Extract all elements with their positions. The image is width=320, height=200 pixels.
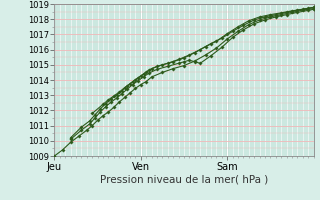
X-axis label: Pression niveau de la mer( hPa ): Pression niveau de la mer( hPa ) (100, 174, 268, 184)
